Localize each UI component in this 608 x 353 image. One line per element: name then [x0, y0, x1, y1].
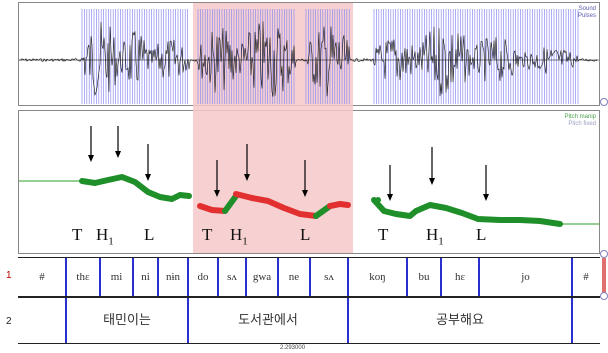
tone-arrowhead — [483, 194, 489, 201]
word-boundary[interactable] — [65, 298, 67, 343]
syllable-interval[interactable]: jo — [521, 271, 530, 283]
syllable-interval[interactable]: nɨn — [165, 271, 181, 283]
pitch-segment — [233, 191, 319, 219]
syllable-interval[interactable]: gwa — [252, 271, 272, 283]
panel-handle-3[interactable] — [600, 292, 608, 300]
panel-handle-2[interactable] — [600, 250, 608, 258]
pitch-segment — [327, 201, 351, 209]
syllable-tier[interactable]: # thɛ mi ni nɨn do sʌ gwa ne sʌ koŋ bu hɛ jo # — [18, 257, 600, 297]
tone-letter: T — [378, 225, 389, 244]
word-boundary[interactable] — [347, 298, 349, 343]
tone-subscript: 1 — [242, 235, 248, 248]
interval-boundary[interactable] — [187, 258, 189, 296]
tone-label: H1 — [96, 225, 114, 247]
word-interval[interactable]: 공부해요 — [436, 312, 484, 328]
tone-label: T — [72, 225, 82, 245]
tone-arrowhead — [387, 194, 393, 201]
interval-boundary[interactable] — [217, 258, 219, 296]
tone-label: T — [202, 225, 212, 245]
tone-subscript: 1 — [438, 235, 444, 248]
waveform-path — [19, 21, 598, 97]
syllable-interval[interactable]: sʌ — [227, 271, 237, 283]
tone-letter: T — [72, 225, 83, 244]
pitch-segment — [222, 193, 239, 214]
interval-boundary[interactable] — [132, 258, 134, 296]
tone-label: L — [476, 225, 486, 245]
tone-letter: H — [96, 225, 109, 244]
time-readout: 2.293000 — [280, 345, 306, 351]
word-interval[interactable]: 도서관에서 — [238, 312, 298, 328]
word-boundary[interactable] — [187, 298, 189, 343]
interval-boundary[interactable] — [157, 258, 159, 296]
syllable-interval[interactable]: bu — [418, 271, 430, 283]
syllable-interval[interactable]: koŋ — [369, 271, 386, 283]
syllable-interval[interactable]: # — [583, 271, 589, 283]
tone-arrowhead — [145, 174, 151, 181]
pitch-contour — [79, 174, 563, 227]
syllable-interval[interactable]: sʌ — [324, 271, 334, 283]
pitch-point — [375, 197, 381, 203]
tier-scroll-marker[interactable] — [602, 258, 606, 296]
syllable-interval[interactable]: # — [39, 271, 45, 283]
tone-label: L — [300, 225, 310, 245]
tone-arrowhead — [302, 190, 308, 197]
pitch-segment — [79, 174, 192, 202]
interval-boundary[interactable] — [440, 258, 442, 296]
word-boundary[interactable] — [571, 298, 573, 343]
tone-letter: H — [230, 225, 243, 244]
tone-label: H1 — [230, 225, 248, 247]
tier-2-number: 2 — [6, 316, 12, 327]
tone-arrows — [88, 126, 489, 201]
tier-1-number: 1 — [6, 270, 12, 281]
interval-boundary[interactable] — [309, 258, 311, 296]
pitch-tag: Pitch manip Pitch fixed — [564, 114, 596, 127]
tone-letter: L — [300, 225, 311, 244]
tone-label: L — [144, 225, 154, 245]
waveform-trace — [19, 21, 598, 97]
tone-label: H1 — [426, 225, 444, 247]
panel-handle-1[interactable] — [600, 98, 608, 106]
interval-boundary[interactable] — [65, 258, 67, 296]
pitch-segment — [197, 203, 228, 214]
tone-subscript: 1 — [108, 235, 114, 248]
interval-boundary[interactable] — [406, 258, 408, 296]
interval-boundary[interactable] — [277, 258, 279, 296]
tone-letter: H — [426, 225, 439, 244]
word-interval[interactable]: 태민이는 — [103, 312, 151, 328]
syllable-interval[interactable]: ne — [288, 271, 300, 283]
interval-boundary[interactable] — [478, 258, 480, 296]
tone-arrowhead — [244, 174, 250, 181]
syllable-interval[interactable]: do — [197, 271, 209, 283]
syllable-interval[interactable]: mi — [110, 271, 123, 283]
tone-letter: T — [202, 225, 213, 244]
interval-boundary[interactable] — [245, 258, 247, 296]
interval-boundary[interactable] — [347, 258, 349, 296]
interval-boundary[interactable] — [571, 258, 573, 296]
interval-boundary[interactable] — [99, 258, 101, 296]
waveform-tag: Sound Pulses — [577, 6, 596, 19]
syllable-interval[interactable]: ni — [141, 271, 150, 283]
syllable-interval[interactable]: thɛ — [76, 271, 90, 283]
tone-arrowhead — [429, 178, 435, 185]
pitch-segment — [371, 197, 563, 227]
pulse-marks — [81, 9, 579, 104]
tone-arrowhead — [88, 155, 94, 162]
tone-arrowhead — [214, 190, 220, 197]
tone-arrowhead — [115, 151, 121, 158]
syllable-interval[interactable]: hɛ — [454, 271, 466, 283]
word-tier[interactable]: 태민이는 도서관에서 공부해요 — [18, 297, 600, 344]
tone-letter: L — [476, 225, 487, 244]
tone-label: T — [378, 225, 388, 245]
tone-letter: L — [144, 225, 155, 244]
